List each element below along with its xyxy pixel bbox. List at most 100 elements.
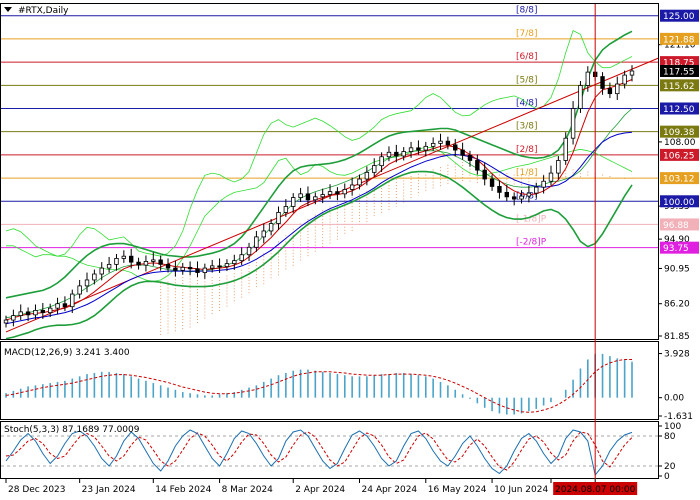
candle-body [430, 142, 436, 147]
candle-body [313, 196, 318, 201]
price-tag-label: 125.00 [663, 12, 695, 22]
price-tag-bg [660, 32, 699, 45]
price-tag-bg [660, 65, 699, 78]
candle-body [600, 76, 605, 89]
murrey-label: [7/8] [516, 29, 538, 39]
candle-body [364, 171, 370, 180]
price-tag-bg [660, 172, 699, 185]
price-tag-label: 118.75 [663, 59, 695, 69]
candle-body [77, 285, 82, 295]
murrey-label: [3/8] [516, 122, 538, 132]
candle-body [504, 191, 509, 198]
candle-body [534, 186, 539, 194]
price-tag-bg [660, 148, 699, 161]
date-tick-label: 8 Mar 2024 [222, 485, 274, 495]
candle-body [47, 307, 53, 314]
candle-body [526, 192, 532, 197]
murrey-label: [-2/8]P [516, 238, 547, 248]
date-tick-label: 10 Jun 2024 [494, 485, 548, 495]
candle-body [151, 259, 156, 262]
candle-body [165, 263, 171, 269]
candle-body [121, 255, 127, 259]
price-tag-label: 109.38 [663, 128, 695, 138]
candle-body [320, 194, 325, 198]
candle-body [210, 265, 215, 269]
candle-body [335, 191, 340, 195]
candle-body [239, 254, 244, 262]
date-tick-label: 14 Feb 2024 [155, 485, 211, 495]
candle-body [143, 261, 149, 266]
price-tag-label: 112.50 [663, 105, 695, 115]
candle-body [585, 71, 591, 86]
price-tick-label: 108.00 [664, 138, 696, 148]
candle-body [180, 266, 185, 271]
candle-body [55, 303, 60, 309]
candle-body [622, 74, 627, 85]
candle-body [394, 151, 399, 157]
macd-pane [5, 353, 633, 415]
price-tag-bg [660, 9, 699, 22]
stoch-title: Stoch(5,3,3) 87.1689 77.0009 [4, 425, 140, 435]
candle-body [158, 259, 163, 265]
candle-body [578, 85, 583, 109]
candle-body [489, 178, 495, 187]
stoch-pane [1, 429, 658, 477]
price-tag-label: 106.25 [663, 151, 695, 161]
price-tag-bg [660, 79, 699, 92]
price-pane: [8/8][7/8][6/8][5/8][4/8][3/8][2/8][1/8]… [1, 6, 659, 340]
candle-body [232, 260, 237, 265]
price-tag-bg [660, 241, 699, 254]
candle-body [291, 197, 296, 207]
macd-tick-label: -1.631 [664, 412, 693, 422]
price-tag: 112.50 [660, 102, 699, 115]
price-tick-label: 94.90 [664, 235, 690, 245]
candle-body [570, 108, 576, 139]
candle-body [372, 165, 377, 173]
candle-body [453, 144, 458, 151]
candle-body [40, 309, 46, 314]
axis-layer: 121.10108.0099.3594.9090.9586.2081.85125… [5, 4, 699, 495]
candle-body [475, 160, 480, 171]
stoch-tick-label: 0 [664, 472, 670, 482]
candle-body [261, 230, 266, 238]
price-tag-label: 121.88 [663, 35, 695, 45]
candle-body [629, 70, 635, 76]
candle-body [25, 311, 31, 316]
candle-body [92, 273, 97, 281]
candle-body [224, 263, 230, 267]
window-title-group: #RTX,Daily [4, 6, 69, 16]
price-tag: 106.25 [660, 148, 699, 161]
candle-body [401, 151, 406, 157]
candle-body [106, 263, 112, 269]
date-tick-label: 23 Jan 2024 [82, 485, 136, 495]
candle-body [519, 195, 524, 200]
candle-body [62, 303, 68, 308]
ma-slow-line [5, 131, 633, 325]
candle-body [357, 178, 362, 186]
price-tag: 115.62 [660, 79, 699, 92]
candle-body [187, 266, 193, 270]
candle-body [254, 236, 259, 248]
price-tag: 121.88 [660, 32, 699, 45]
candle-body [217, 265, 222, 268]
collapse-arrow-icon[interactable] [4, 7, 12, 12]
candle-body [615, 83, 620, 95]
price-tick-label: 86.20 [664, 300, 690, 310]
candle-body [3, 319, 9, 324]
stoch-signal-line [5, 431, 633, 471]
murrey-levels: [8/8][7/8][6/8][5/8][4/8][3/8][2/8][1/8]… [1, 6, 658, 249]
candle-body [18, 311, 23, 316]
price-tick-label: 81.85 [664, 332, 690, 342]
stoch-pane-frame [0, 421, 659, 479]
candle-body [298, 193, 303, 198]
candle-body [482, 169, 487, 180]
candle-body [305, 193, 311, 201]
price-tag: 125.00 [660, 9, 699, 22]
candle-body [511, 196, 517, 200]
candle-body [386, 151, 392, 158]
candle-body [202, 267, 208, 273]
murrey-label: [5/8] [516, 75, 538, 85]
price-tag: 118.75 [660, 56, 699, 69]
